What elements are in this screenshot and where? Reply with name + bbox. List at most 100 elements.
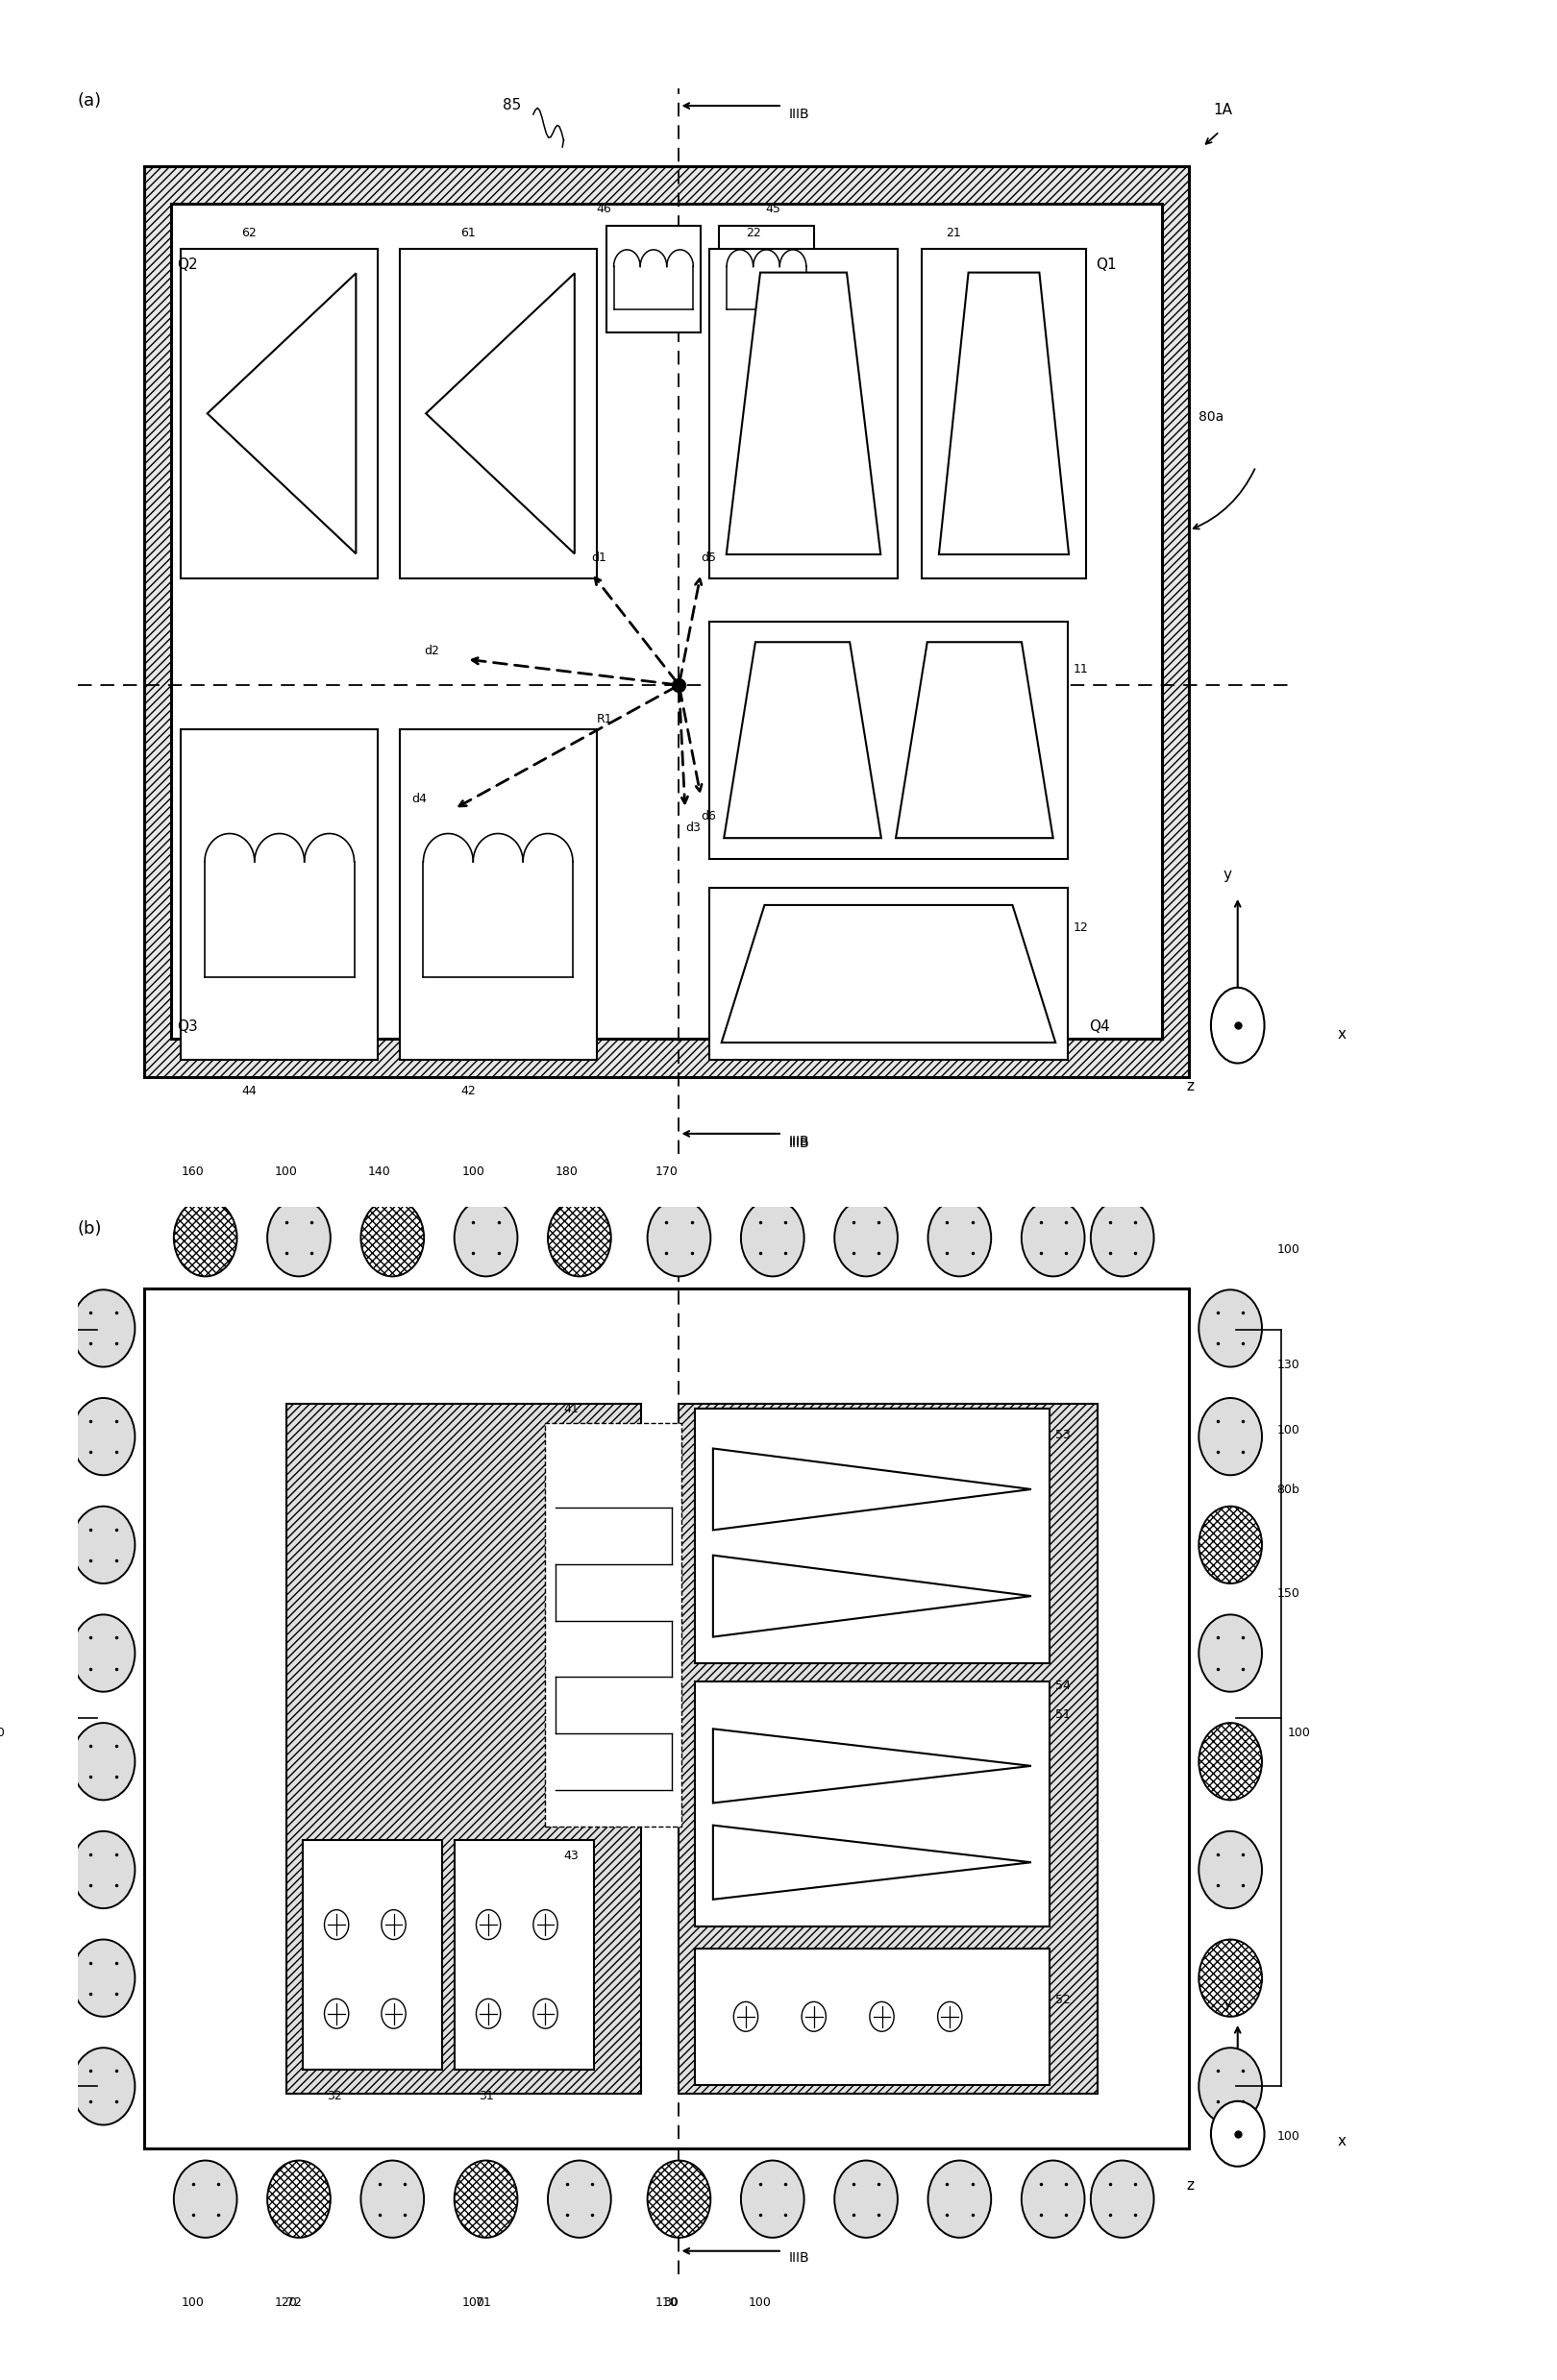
Text: 85: 85 [503, 98, 522, 112]
Text: 80a: 80a [1199, 409, 1224, 424]
Text: 170: 170 [655, 1166, 677, 1178]
Circle shape [381, 1999, 406, 2028]
Bar [181, 731, 378, 1059]
Polygon shape [939, 274, 1068, 555]
Text: 71: 71 [476, 2297, 492, 2309]
Circle shape [476, 1909, 500, 1940]
Polygon shape [207, 274, 357, 555]
Circle shape [835, 1200, 898, 1276]
Circle shape [174, 1200, 237, 1276]
Circle shape [1021, 1200, 1085, 1276]
Circle shape [534, 1999, 557, 2028]
Circle shape [1199, 1940, 1261, 2016]
Circle shape [476, 1999, 500, 2028]
Circle shape [1199, 1614, 1261, 1692]
Text: R1: R1 [596, 714, 612, 726]
Text: 160: 160 [181, 1166, 204, 1178]
Text: d1: d1 [592, 552, 607, 564]
Circle shape [72, 1397, 135, 1476]
Circle shape [835, 2161, 898, 2237]
Text: Q3: Q3 [177, 1019, 198, 1033]
Bar [545, 1423, 682, 1828]
Polygon shape [727, 274, 881, 555]
Text: 180: 180 [556, 1166, 578, 1178]
Text: 120: 120 [274, 2297, 297, 2309]
Text: IIIB: IIIB [788, 2251, 810, 2263]
Text: z: z [1186, 2178, 1194, 2192]
Circle shape [937, 2002, 962, 2033]
Text: 140: 140 [367, 1166, 391, 1178]
Bar [922, 248, 1085, 578]
Text: 32: 32 [327, 2090, 343, 2102]
Text: Q4: Q4 [1090, 1019, 1110, 1033]
Text: z: z [1186, 1078, 1194, 1092]
Circle shape [1211, 2102, 1264, 2166]
Text: 62: 62 [241, 226, 257, 240]
Text: x: x [1337, 1028, 1345, 1042]
Bar [710, 888, 1068, 1059]
Text: 22: 22 [746, 226, 761, 240]
Text: 100: 100 [1277, 1242, 1300, 1257]
Circle shape [324, 1999, 349, 2028]
Circle shape [72, 1614, 135, 1692]
Circle shape [174, 2161, 237, 2237]
Text: 21: 21 [947, 226, 961, 240]
Bar [710, 621, 1068, 859]
Circle shape [1199, 1290, 1261, 1366]
Bar [606, 226, 701, 333]
Text: 11: 11 [1074, 664, 1088, 676]
Text: 41: 41 [564, 1404, 579, 1416]
Text: (b): (b) [78, 1221, 103, 1238]
Text: 100: 100 [1277, 2130, 1300, 2142]
Circle shape [455, 1200, 517, 1276]
Text: y: y [1224, 869, 1232, 883]
Text: 44: 44 [241, 1085, 257, 1097]
Polygon shape [721, 904, 1056, 1042]
Bar [694, 1409, 1049, 1664]
Bar [286, 1404, 641, 2094]
Circle shape [268, 2161, 330, 2237]
Text: Q1: Q1 [1096, 257, 1116, 271]
Text: IIIB: IIIB [788, 1138, 810, 1150]
Text: 150: 150 [1277, 1587, 1300, 1599]
Text: 1A: 1A [1213, 102, 1233, 117]
Text: 53: 53 [1056, 1428, 1071, 1440]
Circle shape [870, 2002, 894, 2033]
Text: y: y [1224, 1997, 1232, 2011]
Circle shape [381, 1909, 406, 1940]
Text: x: x [1337, 2135, 1345, 2149]
Bar [719, 226, 814, 333]
Text: 45: 45 [764, 202, 780, 214]
Circle shape [802, 2002, 825, 2033]
Bar [710, 248, 897, 578]
Bar [694, 1949, 1049, 2085]
Circle shape [648, 2161, 710, 2237]
Circle shape [1199, 1723, 1261, 1799]
Text: IIIB: IIIB [788, 1135, 810, 1150]
Text: Q2: Q2 [177, 257, 198, 271]
Circle shape [1199, 1397, 1261, 1476]
Text: d3: d3 [685, 821, 701, 833]
Text: d4: d4 [411, 793, 427, 804]
Text: 30: 30 [663, 2297, 679, 2309]
Text: 100: 100 [181, 2297, 204, 2309]
Text: 72: 72 [286, 2297, 302, 2309]
Text: 100: 100 [461, 2297, 484, 2309]
Text: 61: 61 [461, 226, 475, 240]
Text: 130: 130 [1277, 1359, 1300, 1371]
Text: 12: 12 [1074, 921, 1088, 933]
Circle shape [648, 1200, 710, 1276]
Text: 100: 100 [749, 2297, 771, 2309]
Bar [302, 1840, 442, 2071]
Text: (a): (a) [78, 93, 103, 109]
Circle shape [324, 1909, 349, 1940]
Bar [145, 167, 1190, 1076]
Text: 46: 46 [596, 202, 612, 214]
Polygon shape [724, 643, 881, 838]
Circle shape [1199, 1507, 1261, 1583]
Polygon shape [713, 1825, 1031, 1899]
Text: 100: 100 [274, 1166, 297, 1178]
Circle shape [361, 2161, 424, 2237]
Circle shape [361, 1200, 424, 1276]
Circle shape [1021, 2161, 1085, 2237]
